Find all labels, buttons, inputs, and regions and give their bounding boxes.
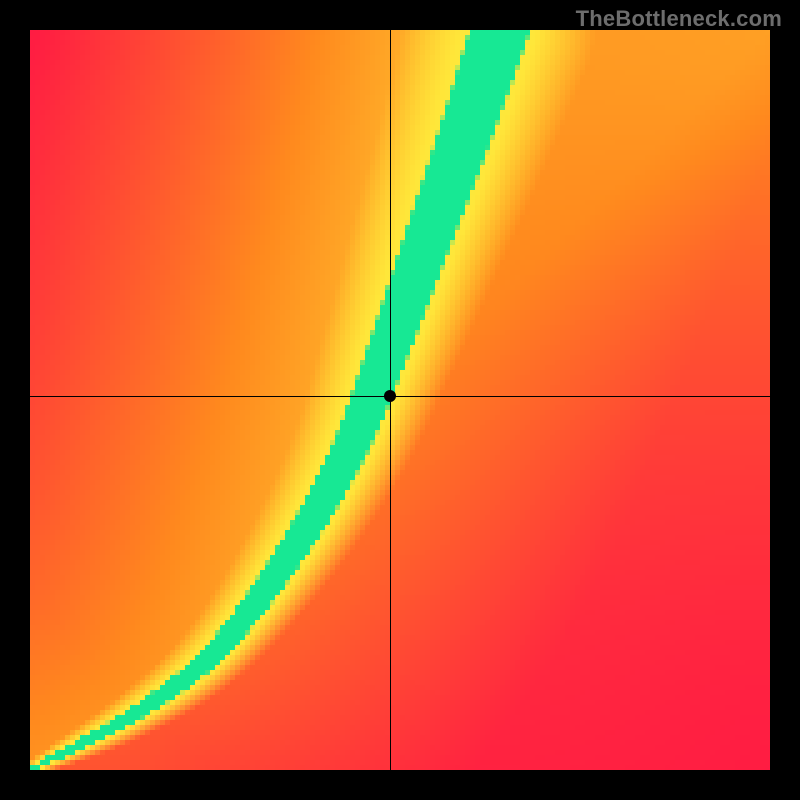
chart-container: TheBottleneck.com: [0, 0, 800, 800]
heatmap-plot: [30, 30, 770, 770]
heatmap-canvas: [30, 30, 770, 770]
crosshair-horizontal: [30, 396, 770, 397]
crosshair-marker: [384, 390, 396, 402]
watermark-text: TheBottleneck.com: [576, 6, 782, 32]
